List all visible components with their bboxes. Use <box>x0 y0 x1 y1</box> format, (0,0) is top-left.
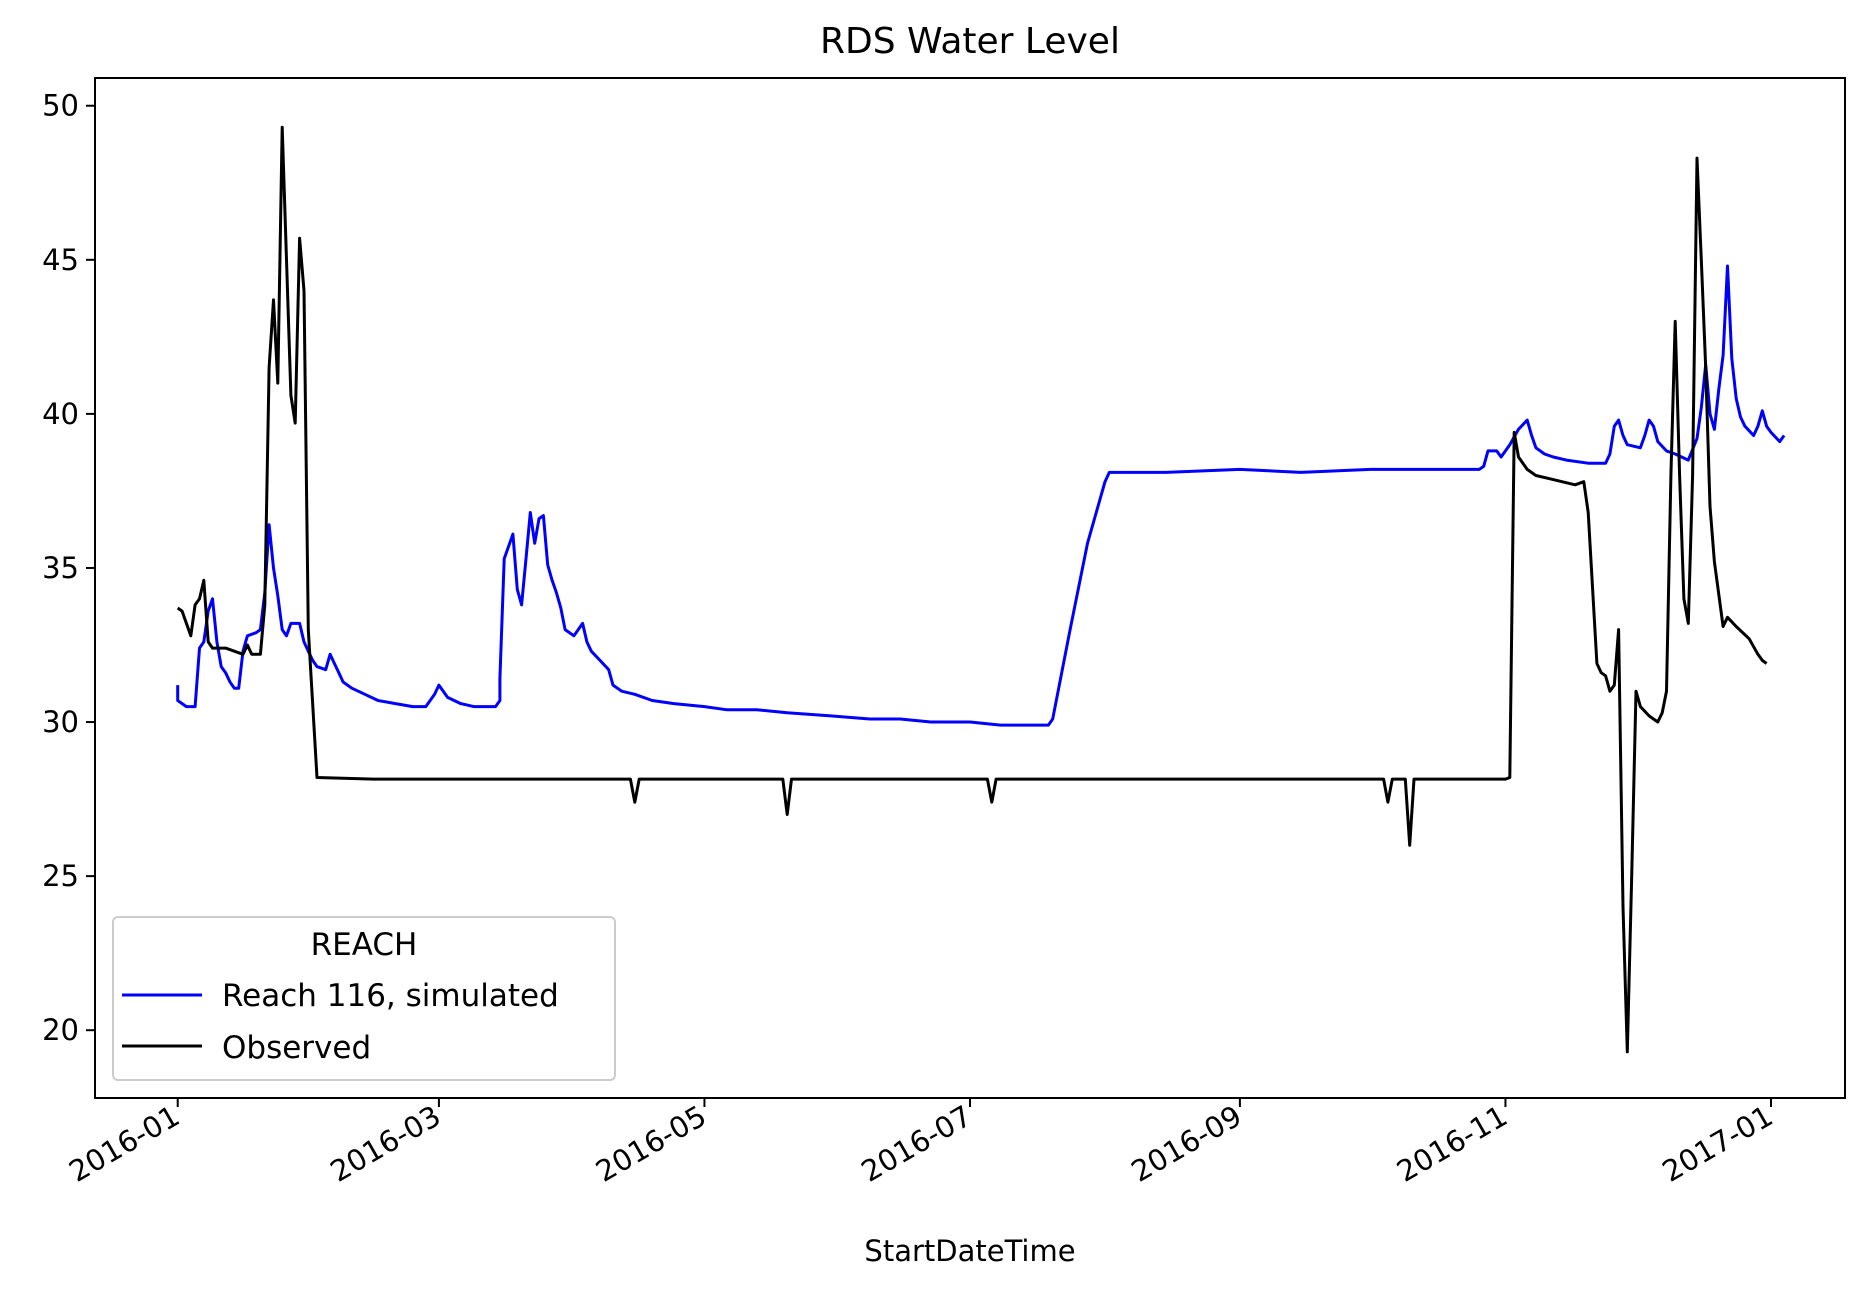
y-tick-label: 50 <box>42 89 79 123</box>
y-tick-label: 40 <box>42 397 79 431</box>
y-tick-label: 25 <box>42 859 79 893</box>
chart-title: RDS Water Level <box>820 21 1120 62</box>
legend-title: REACH <box>311 927 418 963</box>
series-line-observed <box>176 125 1768 1054</box>
series-layer <box>176 125 1786 1054</box>
y-tick-label: 30 <box>42 705 79 739</box>
legend-label-observed: Observed <box>222 1030 371 1066</box>
legend-frame <box>112 916 616 1081</box>
legend: REACH Reach 116, simulated Observed <box>112 916 616 1081</box>
x-axis-title: StartDateTime <box>864 1234 1075 1268</box>
y-tick-label: 35 <box>42 551 79 585</box>
y-tick-label: 45 <box>42 243 79 277</box>
y-tick-label: 20 <box>42 1013 79 1047</box>
series-line-simulated <box>176 264 1786 727</box>
legend-label-simulated: Reach 116, simulated <box>222 978 559 1014</box>
y-axis: 20 25 30 35 40 45 50 <box>42 89 95 1047</box>
